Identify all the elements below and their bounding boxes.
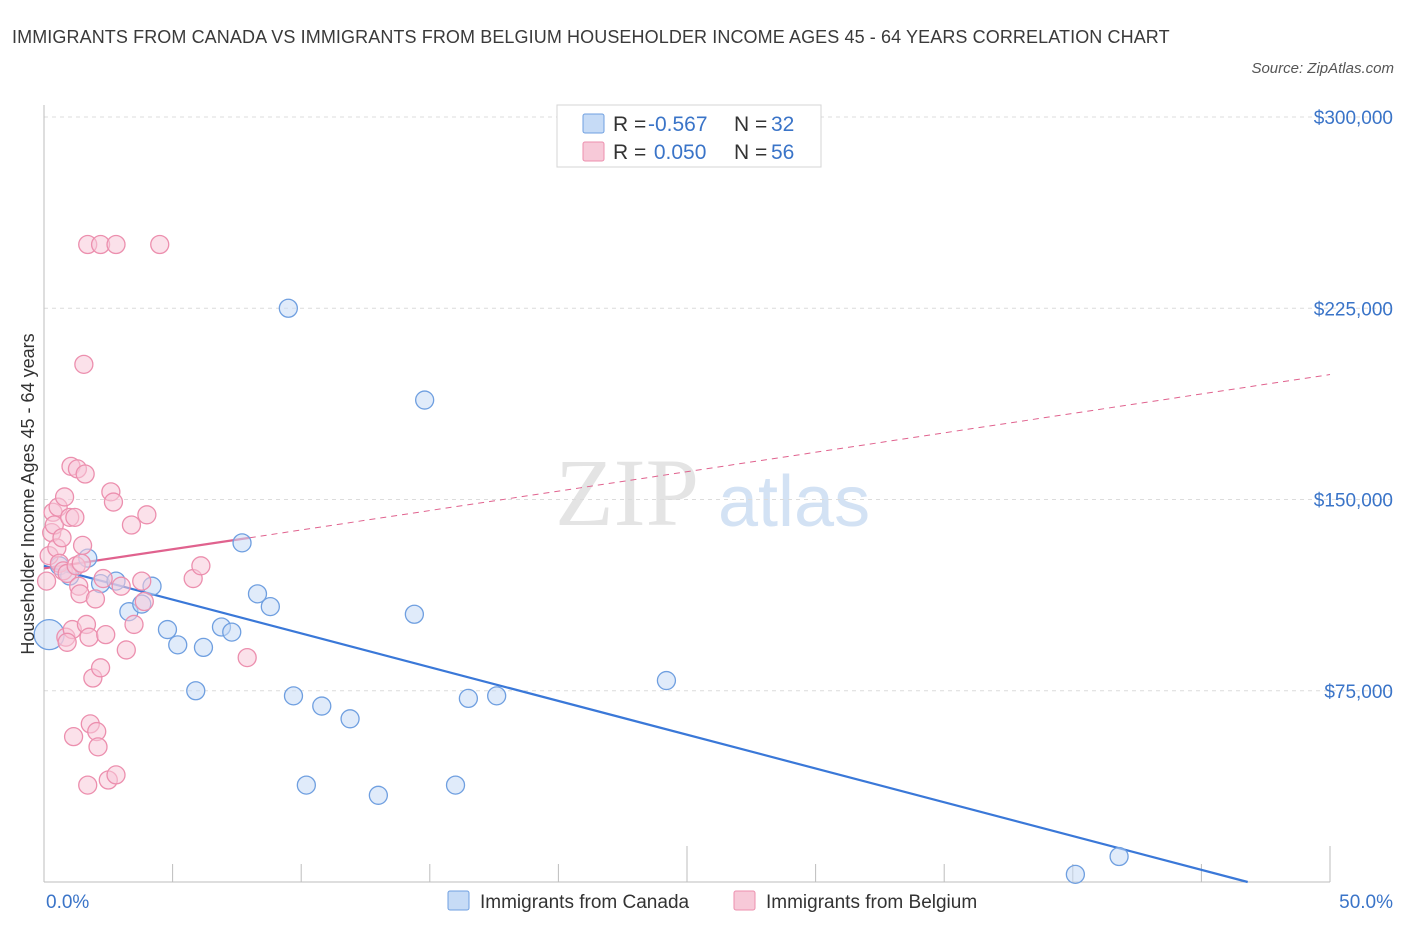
point-canada [445,775,466,795]
series-legend: Immigrants from Canada Immigrants from B… [447,890,977,913]
legend-swatch-canada [582,113,605,134]
y-tick-label: $75,000 [1324,682,1393,703]
data-points [33,234,1129,884]
point-canada [458,688,479,709]
point-canada [404,604,425,624]
stats-legend: R = -0.567 N = 32 R = 0.050 N = 56 [556,104,822,168]
point-belgium [72,535,93,556]
point-belgium [78,775,98,795]
point-canada [296,775,316,795]
point-canada [193,637,214,658]
point-canada [232,533,252,553]
point-belgium [96,625,116,645]
legend-n-label-belgium: N = [734,141,767,164]
x-tick-label-max: 50.0% [1339,892,1393,913]
point-canada [415,390,435,410]
point-canada [368,785,389,805]
watermark-atlas: atlas [718,462,870,542]
point-canada [157,619,178,640]
point-canada [1065,864,1086,884]
point-belgium [63,727,84,747]
point-canada [278,298,298,318]
point-belgium [237,647,257,668]
point-belgium [111,576,131,596]
point-belgium [191,556,211,576]
point-belgium [74,354,94,375]
tick-labels: $75,000 $150,000 $225,000 $300,000 0.0% 50.0% [46,108,1393,913]
point-canada [656,670,677,691]
legend-r-label-canada: R = [613,113,646,136]
axes [43,105,1331,883]
grid-lines [44,116,1392,692]
point-belgium [116,640,136,660]
chart-title: IMMIGRANTS FROM CANADA VS IMMIGRANTS FRO… [12,27,1170,47]
point-belgium [36,571,57,591]
point-canada [487,686,507,706]
legend-n-label-canada: N = [734,113,767,136]
point-belgium [124,614,144,635]
legend-r-label-belgium: R = [613,141,646,164]
point-belgium [137,505,157,525]
trend-line-canada [43,564,1248,884]
point-belgium [90,658,111,678]
point-belgium [150,234,170,255]
point-belgium [134,591,154,612]
legend-swatch-belgium [582,141,605,162]
point-canada [168,635,188,655]
watermark-zip: ZIP [555,439,699,546]
series-legend-label-belgium: Immigrants from Belgium [766,892,977,913]
point-belgium [71,553,91,573]
point-belgium [132,571,152,591]
point-belgium [103,492,124,512]
legend-r-value-canada: -0.567 [648,113,708,136]
y-tick-label: $225,000 [1314,299,1393,320]
legend-r-value-belgium: 0.050 [648,141,706,164]
point-belgium [106,765,126,785]
y-tick-label: $300,000 [1314,108,1393,129]
x-tick-label-min: 0.0% [46,892,89,913]
point-belgium [54,487,75,507]
point-canada [260,596,280,617]
point-belgium [88,737,108,757]
point-canada [1109,846,1129,867]
point-belgium [79,627,99,647]
series-legend-swatch-belgium [733,890,756,911]
point-canada [186,681,206,701]
series-legend-swatch-canada [447,890,470,911]
point-canada [312,696,332,716]
point-belgium [65,507,85,527]
point-belgium [75,464,95,484]
point-belgium [52,528,72,548]
point-belgium [93,568,113,589]
y-tick-label: $150,000 [1314,491,1393,512]
point-belgium [121,515,142,535]
point-canada [340,709,360,729]
source-credit: Source: ZipAtlas.com [1251,60,1394,77]
point-canada [283,686,304,706]
legend-n-value-belgium: 56 [771,141,794,164]
point-belgium [85,589,106,609]
point-canada [247,584,268,604]
series-legend-label-canada: Immigrants from Canada [480,892,690,913]
point-canada [222,622,242,642]
point-belgium [57,632,77,652]
point-belgium [106,234,126,255]
y-axis-label: Householder Income Ages 45 - 64 years [18,333,38,654]
legend-n-value-canada: 32 [771,113,794,136]
